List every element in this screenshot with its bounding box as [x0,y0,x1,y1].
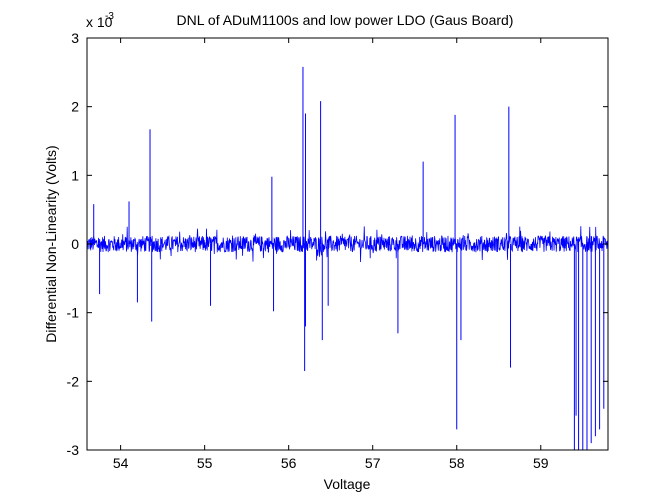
x-axis-label: Voltage [324,476,371,492]
y-tick-label: 0 [71,236,79,252]
y-tick-label: -1 [67,305,80,321]
plot-area [87,66,608,450]
y-exponent-power: -3 [105,11,114,22]
chart-title: DNL of ADuM1100s and low power LDO (Gaus… [177,12,514,28]
y-exponent-base: x 10 [86,14,113,30]
x-tick-label: 55 [197,455,213,471]
x-tick-label: 56 [281,455,297,471]
x-tick-label: 59 [533,455,549,471]
y-tick-label: 2 [71,99,79,115]
y-tick-label: -3 [67,442,80,458]
x-tick-label: 57 [365,455,381,471]
series-noise-band [87,226,608,262]
axis-ticks: 54 55 56 57 58 59 -3 -2 -1 0 1 2 3 [67,30,608,471]
x-tick-label: 58 [449,455,465,471]
y-axis-label: Differential Non-Linearity (Volts) [43,145,59,342]
x-tick-label: 54 [113,455,129,471]
y-tick-label: -2 [67,373,80,389]
y-tick-label: 3 [71,30,79,46]
y-tick-label: 1 [71,167,79,183]
